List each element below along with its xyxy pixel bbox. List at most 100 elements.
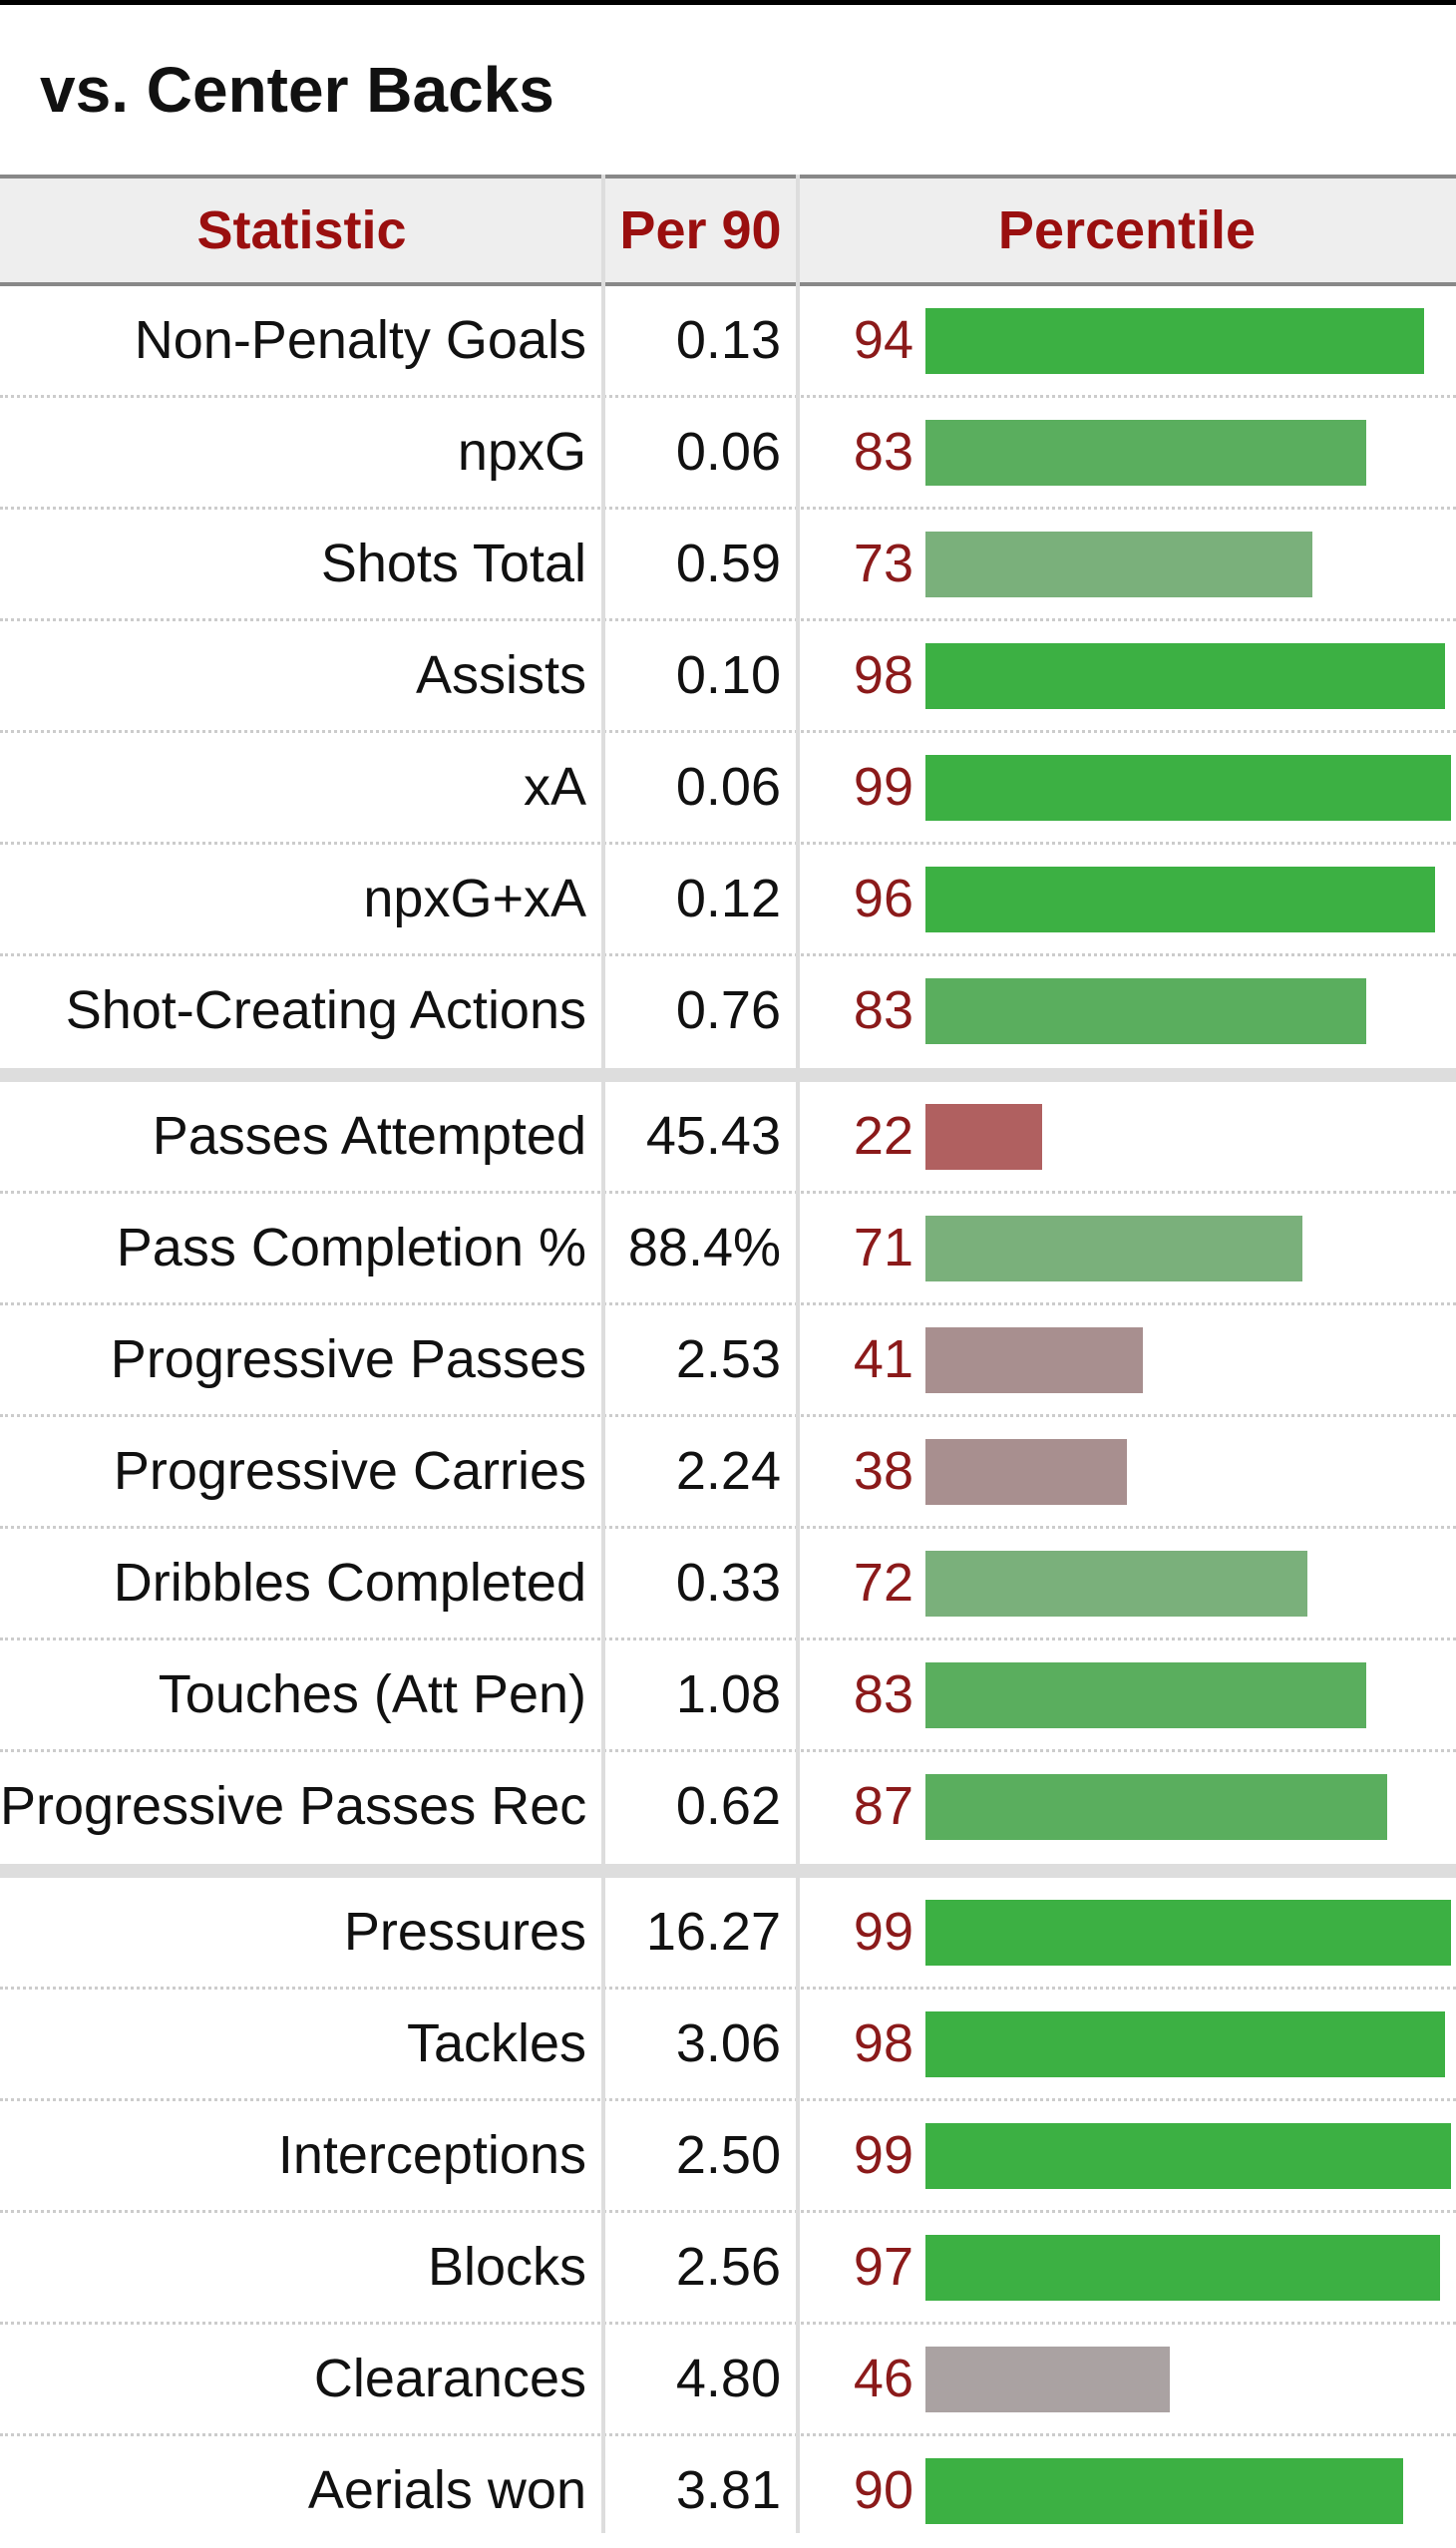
table-row: Progressive Passes Rec 0.62 87 xyxy=(0,1752,1456,1864)
stat-name: Progressive Passes xyxy=(110,1329,586,1389)
percentile-value: 38 xyxy=(853,1441,913,1501)
stat-name: Shots Total xyxy=(320,534,586,593)
header-percentile[interactable]: Percentile xyxy=(997,200,1257,260)
per90-value: 0.59 xyxy=(675,534,781,593)
stat-name: Assists xyxy=(415,645,586,705)
percentile-bar xyxy=(925,2458,1403,2524)
table-row: Shots Total 0.59 73 xyxy=(0,510,1456,621)
stat-name: Progressive Carries xyxy=(113,1441,586,1501)
group-separator xyxy=(0,1068,1456,1082)
table-row: npxG 0.06 83 xyxy=(0,398,1456,510)
table-row: Interceptions 2.50 99 xyxy=(0,2101,1456,2213)
percentile-bar xyxy=(925,308,1424,374)
percentile-value: 96 xyxy=(853,869,913,928)
table-row: Shot-Creating Actions 0.76 83 xyxy=(0,956,1456,1068)
per90-value: 2.56 xyxy=(675,2237,781,2297)
page-title: vs. Center Backs xyxy=(40,54,554,126)
per90-value: 2.24 xyxy=(675,1441,781,1501)
stat-name: Interceptions xyxy=(277,2125,586,2185)
table-row: Assists 0.10 98 xyxy=(0,621,1456,733)
percentile-table: Statistic Per 90 Percentile Non-Penalty … xyxy=(0,175,1456,2548)
percentile-value: 83 xyxy=(853,1664,913,1724)
table-row: Tackles 3.06 98 xyxy=(0,1990,1456,2101)
percentile-value: 97 xyxy=(853,2237,913,2297)
percentile-bar xyxy=(925,2123,1451,2189)
header-statistic[interactable]: Statistic xyxy=(196,200,407,260)
percentile-bar xyxy=(925,1900,1451,1966)
stat-name: Pass Completion % xyxy=(116,1218,586,1277)
stat-name: Clearances xyxy=(313,2349,586,2408)
table-header: Statistic Per 90 Percentile xyxy=(0,175,1456,286)
percentile-value: 99 xyxy=(853,2125,913,2185)
per90-value: 0.06 xyxy=(675,422,781,482)
table-body: Non-Penalty Goals 0.13 94 npxG 0.06 83 Shots T… xyxy=(0,286,1456,2548)
per90-value: 2.53 xyxy=(675,1329,781,1389)
percentile-value: 46 xyxy=(853,2349,913,2408)
header-per90[interactable]: Per 90 xyxy=(619,200,782,260)
stat-name: Pressures xyxy=(343,1902,586,1962)
per90-value: 3.81 xyxy=(675,2460,781,2520)
column-divider xyxy=(796,175,800,2533)
stat-name: xA xyxy=(523,757,586,817)
table-row: Pass Completion % 88.4% 71 xyxy=(0,1194,1456,1305)
percentile-value: 83 xyxy=(853,980,913,1040)
table-row: Non-Penalty Goals 0.13 94 xyxy=(0,286,1456,398)
percentile-bar xyxy=(925,420,1366,486)
percentile-bar xyxy=(925,978,1366,1044)
stat-name: Blocks xyxy=(427,2237,586,2297)
percentile-value: 99 xyxy=(853,757,913,817)
percentile-bar xyxy=(925,755,1451,821)
per90-value: 0.06 xyxy=(675,757,781,817)
percentile-bar xyxy=(925,1216,1302,1281)
percentile-bar xyxy=(925,1774,1387,1840)
stat-name: Shot-Creating Actions xyxy=(65,980,586,1040)
per90-value: 0.13 xyxy=(675,310,781,370)
percentile-value: 71 xyxy=(853,1218,913,1277)
percentile-bar xyxy=(925,1327,1143,1393)
per90-value: 1.08 xyxy=(675,1664,781,1724)
table-row: npxG+xA 0.12 96 xyxy=(0,845,1456,956)
percentile-bar xyxy=(925,1439,1127,1505)
stat-name: Tackles xyxy=(406,2013,586,2073)
per90-value: 0.10 xyxy=(675,645,781,705)
percentile-value: 98 xyxy=(853,2013,913,2073)
percentile-bar xyxy=(925,1551,1307,1617)
table-row: Passes Attempted 45.43 22 xyxy=(0,1082,1456,1194)
per90-value: 3.06 xyxy=(675,2013,781,2073)
percentile-value: 72 xyxy=(853,1553,913,1613)
per90-value: 88.4% xyxy=(627,1218,781,1277)
stat-name: Non-Penalty Goals xyxy=(134,310,586,370)
stat-name: Dribbles Completed xyxy=(113,1553,586,1613)
per90-value: 16.27 xyxy=(645,1902,781,1962)
per90-value: 0.12 xyxy=(675,869,781,928)
percentile-bar xyxy=(925,1104,1042,1170)
per90-value: 0.33 xyxy=(675,1553,781,1613)
column-divider xyxy=(601,175,605,2533)
percentile-bar xyxy=(925,643,1445,709)
percentile-bar xyxy=(925,2347,1170,2412)
stat-name: npxG xyxy=(457,422,586,482)
stat-name: Aerials won xyxy=(307,2460,586,2520)
percentile-value: 83 xyxy=(853,422,913,482)
per90-value: 45.43 xyxy=(645,1106,781,1166)
percentile-bar xyxy=(925,1662,1366,1728)
percentile-value: 87 xyxy=(853,1776,913,1836)
stat-name: Progressive Passes Rec xyxy=(0,1776,587,1836)
percentile-value: 94 xyxy=(853,310,913,370)
group-separator xyxy=(0,1864,1456,1878)
percentile-bar xyxy=(925,867,1435,932)
table-row: xA 0.06 99 xyxy=(0,733,1456,845)
percentile-bar xyxy=(925,2235,1440,2301)
table-row: Aerials won 3.81 90 xyxy=(0,2436,1456,2548)
table-row: Progressive Passes 2.53 41 xyxy=(0,1305,1456,1417)
percentile-value: 99 xyxy=(853,1902,913,1962)
table-row: Progressive Carries 2.24 38 xyxy=(0,1417,1456,1529)
percentile-value: 98 xyxy=(853,645,913,705)
stat-name: Passes Attempted xyxy=(152,1106,586,1166)
table-row: Touches (Att Pen) 1.08 83 xyxy=(0,1640,1456,1752)
percentile-value: 90 xyxy=(853,2460,913,2520)
table-row: Blocks 2.56 97 xyxy=(0,2213,1456,2325)
stat-name: Touches (Att Pen) xyxy=(158,1664,586,1724)
percentile-value: 41 xyxy=(853,1329,913,1389)
percentile-value: 22 xyxy=(853,1106,913,1166)
